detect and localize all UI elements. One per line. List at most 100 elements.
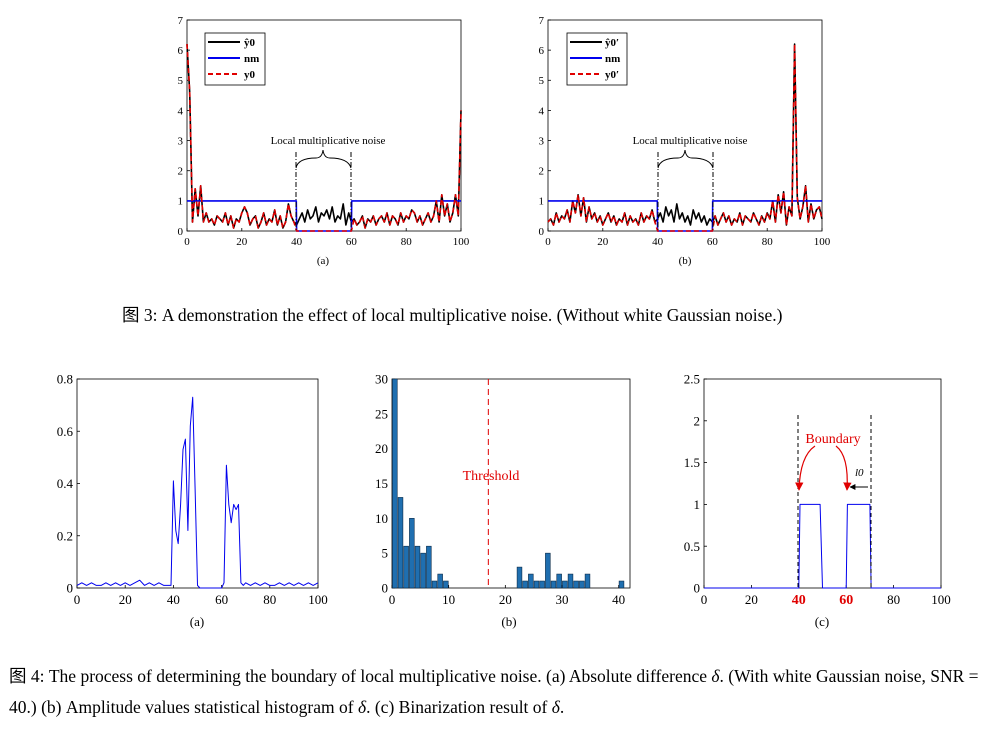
axes-frame	[76, 378, 319, 589]
fig4c-l0-label: l0	[855, 467, 864, 479]
series-line	[76, 396, 319, 589]
histogram-bar	[437, 573, 443, 589]
fig3b-series	[547, 43, 823, 232]
histogram-bar	[431, 580, 438, 589]
fig3-caption: 图 3: A demonstration the effect of local…	[122, 305, 783, 325]
histogram-bar	[550, 580, 557, 589]
fig4-caption-delta: δ	[711, 666, 720, 686]
y-tick-label: 20	[375, 441, 388, 456]
fig3a-legend-nm: nm	[244, 53, 259, 65]
fig4-caption-part: . (With white Gaussian noise, SNR = 40.)…	[9, 666, 979, 717]
fig4c-label: (c)	[815, 614, 829, 629]
y-tick-label: 0	[694, 581, 701, 596]
y-tick-label: 30	[375, 372, 388, 387]
fig4a-axes: 0 20 40 60 80 100 0 0.2 0.4 0.6 0.8	[57, 372, 328, 607]
y-tick-label: 0.5	[684, 539, 700, 554]
fig3a-label: (a)	[317, 255, 330, 267]
series-line	[547, 43, 823, 232]
histogram-bar	[414, 545, 421, 589]
y-tick-label: 7	[178, 15, 184, 27]
fig3b-noise-bracket	[657, 149, 714, 231]
y-tick-label: 4	[539, 105, 545, 117]
fig4c-boundary-guides	[797, 415, 872, 588]
x-tick-label: 20	[499, 592, 512, 607]
histogram-bar	[409, 518, 415, 589]
x-tick-label: 100	[453, 236, 470, 248]
histogram-bar	[397, 497, 404, 589]
y-tick-label: 1	[539, 196, 545, 208]
y-tick-label: 15	[375, 476, 388, 491]
y-tick-label: 2	[694, 413, 701, 428]
y-tick-label: 0	[382, 581, 389, 596]
x-tick-label: 40	[291, 236, 303, 248]
x-tick-label: 60	[346, 236, 358, 248]
y-tick-label: 5	[382, 546, 389, 561]
axes-frame	[703, 378, 942, 589]
series-line	[704, 503, 941, 589]
histogram-bar	[556, 573, 562, 589]
histogram-bar	[618, 580, 625, 589]
series-line	[186, 44, 462, 232]
y-tick-label: 0.4	[57, 476, 74, 491]
fig4c-boundary-label: Boundary	[805, 432, 860, 447]
y-tick-label: 1	[694, 497, 701, 512]
y-tick-label: 5	[539, 75, 545, 87]
x-tick-label: 20	[236, 236, 248, 248]
series-line	[548, 200, 822, 232]
fig3a-legend-yhat: ŷ0	[244, 37, 256, 49]
fig4a-plot: 0 20 40 60 80 100 0 0.2 0.4 0.6 0.8 (a)	[57, 372, 328, 629]
x-tick-label: 0	[184, 236, 190, 248]
fig4b-axes: 0 10 20 30 40 0 5 10 15 20 25 30	[375, 372, 631, 607]
y-tick-label: 10	[375, 511, 388, 526]
fig3a-legend-y0: y0	[244, 69, 256, 81]
x-tick-label: 0	[701, 592, 708, 607]
fig4a-label: (a)	[190, 614, 204, 629]
y-tick-label: 2	[539, 166, 545, 178]
fig3b-annotation: Local multiplicative noise	[633, 135, 748, 147]
x-tick-label: 60	[839, 593, 853, 608]
fig4-caption: 图 4: The process of determining the boun…	[9, 661, 999, 723]
x-tick-label: 40	[652, 236, 664, 248]
fig3b-legend-nm: nm	[605, 53, 620, 65]
fig4-caption-part: . (c) Binarization result of	[366, 697, 552, 717]
y-tick-label: 1	[178, 196, 184, 208]
fig3a-annotation: Local multiplicative noise	[271, 135, 386, 147]
series-line	[187, 200, 461, 232]
x-tick-label: 10	[442, 592, 455, 607]
x-tick-label: 40	[612, 592, 625, 607]
y-tick-label: 7	[539, 15, 545, 27]
x-tick-label: 80	[263, 592, 276, 607]
histogram-bar	[403, 545, 409, 589]
x-tick-label: 100	[931, 592, 951, 607]
fig4-caption-delta: δ	[551, 697, 560, 717]
histogram-bar	[420, 552, 426, 589]
fig4b-threshold-label: Threshold	[463, 469, 520, 484]
fig3b-legend: ŷ0′ nm y0′	[566, 32, 628, 86]
fig4c-boundary-arrow-right	[835, 445, 852, 491]
fig4c-axes: 0 20 40 60 80 100 0 0.5 1 1.5 2 2.5	[684, 372, 951, 608]
fig4b-plot: 0 10 20 30 40 0 5 10 15 20 25 30 Threshold (b)	[375, 372, 631, 629]
fig3a-series	[186, 44, 462, 232]
fig4c-plot: 0 20 40 60 80 100 0 0.5 1 1.5 2 2.5 Boundary l0 (c)	[684, 372, 951, 629]
x-tick-label: 100	[308, 592, 328, 607]
y-tick-label: 0	[178, 226, 184, 238]
histogram-bar	[573, 580, 579, 589]
histogram-bar	[426, 545, 432, 589]
fig3b-label: (b)	[679, 255, 692, 267]
fig3b-legend-y0: y0′	[605, 69, 619, 81]
x-tick-label: 20	[119, 592, 132, 607]
histogram-bar	[584, 573, 591, 589]
x-tick-label: 20	[745, 592, 758, 607]
y-tick-label: 25	[375, 406, 388, 421]
x-tick-label: 80	[762, 236, 774, 248]
fig4c-series	[704, 503, 941, 589]
fig3b-plot: 0 20 40 60 80 100 0 1 2 3 4 5 6 7 Local multiplicativ…	[539, 15, 831, 267]
histogram-bar	[522, 580, 528, 589]
histogram-bar	[443, 580, 449, 589]
y-tick-label: 6	[539, 45, 545, 57]
histogram-bar	[567, 573, 574, 589]
histogram-bar	[579, 580, 585, 589]
y-tick-label: 0	[67, 581, 74, 596]
y-tick-label: 2	[178, 166, 184, 178]
fig4b-label: (b)	[501, 614, 516, 629]
